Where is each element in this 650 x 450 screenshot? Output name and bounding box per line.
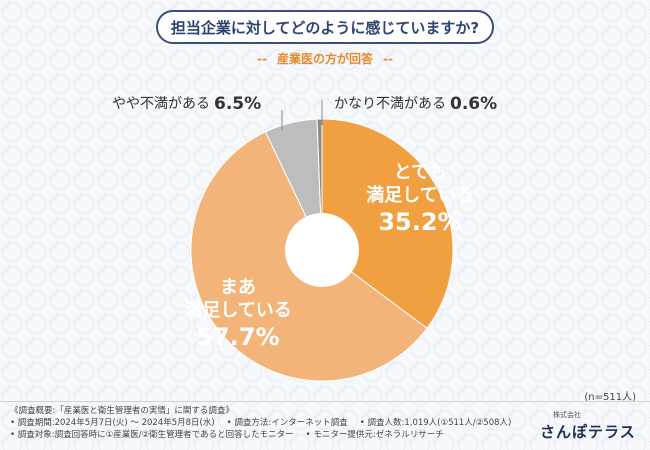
value-label-somewhat-satisfied: 57.7% <box>196 323 279 351</box>
brand-company-prefix: 株式会社 <box>553 411 581 419</box>
survey-summary: 《調査概要:「産業医と衛生管理者の実情」に関する調査》 • 調査期間:2024年… <box>10 405 530 441</box>
survey-provider: • モニター提供元:ゼネラルリサーチ <box>305 430 444 440</box>
label-dissatisfied: かなり不満がある <box>334 96 446 112</box>
value-label-somewhat-dissatisfied: 6.5% <box>214 94 261 114</box>
survey-method: • 調査方法:インターネット調査 <box>226 418 348 428</box>
label-somewhat-satisfied-line-2: 満足している <box>184 299 291 321</box>
subtitle-dash-left: -- <box>257 52 267 66</box>
subtitle-dash-right: -- <box>383 52 393 66</box>
sample-size-note: (n=511人) <box>584 392 636 403</box>
subtitle-text: 産業医の方が回答 <box>276 52 373 66</box>
page-title: 担当企業に対してどのように感じていますか? <box>156 10 494 44</box>
survey-heading: 《調査概要:「産業医と衛生管理者の実情」に関する調査》 <box>10 406 234 416</box>
label-very-satisfied-line-1: とても <box>394 162 447 183</box>
label-very-satisfied-line-2: 満足している <box>366 184 473 206</box>
survey-count: • 調査人数:1,019人(①511人/②508人) <box>359 418 512 428</box>
page-title-text: 担当企業に対してどのように感じていますか? <box>170 18 480 37</box>
value-label-very-satisfied: 35.2% <box>378 208 461 236</box>
slice-very-satisfied <box>321 118 454 330</box>
donut-hole <box>285 213 359 287</box>
label-somewhat-satisfied-line-1: まあ <box>220 277 256 298</box>
brand-logo: さんぽテラス <box>540 423 636 441</box>
survey-target: • 調査対象:調査回答時に①産業医/②衛生管理者であると回答したモニター <box>10 430 294 440</box>
survey-period: • 調査期間:2024年5月7日(火) ～ 2024年5月8日(水) <box>10 418 215 428</box>
value-label-dissatisfied: 0.6% <box>450 94 497 114</box>
subtitle: -- 産業医の方が回答 -- <box>0 50 650 67</box>
label-somewhat-dissatisfied: やや不満がある <box>112 96 210 112</box>
footer-divider <box>0 401 650 402</box>
